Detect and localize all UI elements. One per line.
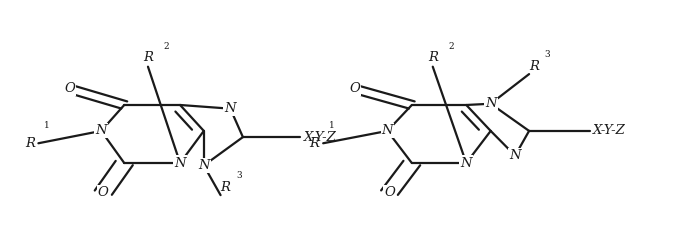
Text: 2: 2 (448, 42, 454, 51)
Text: O: O (64, 82, 75, 95)
Text: X-Y-Z: X-Y-Z (304, 131, 336, 144)
Text: N: N (198, 159, 209, 172)
Text: O: O (98, 186, 109, 199)
Text: R: R (428, 51, 438, 64)
Text: R: R (143, 51, 153, 64)
Text: R: R (25, 137, 35, 150)
Text: O: O (384, 186, 395, 199)
Text: N: N (174, 157, 186, 169)
Text: 1: 1 (329, 121, 334, 130)
Text: R: R (310, 137, 320, 150)
Text: 1: 1 (44, 121, 50, 130)
Text: N: N (225, 102, 236, 115)
Text: R: R (221, 181, 230, 194)
Text: R: R (529, 60, 539, 73)
Text: O: O (349, 82, 360, 95)
Text: X-Y-Z: X-Y-Z (593, 124, 626, 137)
Text: N: N (485, 97, 496, 110)
Text: 3: 3 (544, 50, 550, 59)
Text: 3: 3 (236, 171, 242, 180)
Text: 2: 2 (163, 42, 169, 51)
Text: N: N (382, 124, 393, 137)
Text: N: N (96, 124, 107, 137)
Text: N: N (461, 157, 472, 169)
Text: N: N (510, 149, 521, 162)
